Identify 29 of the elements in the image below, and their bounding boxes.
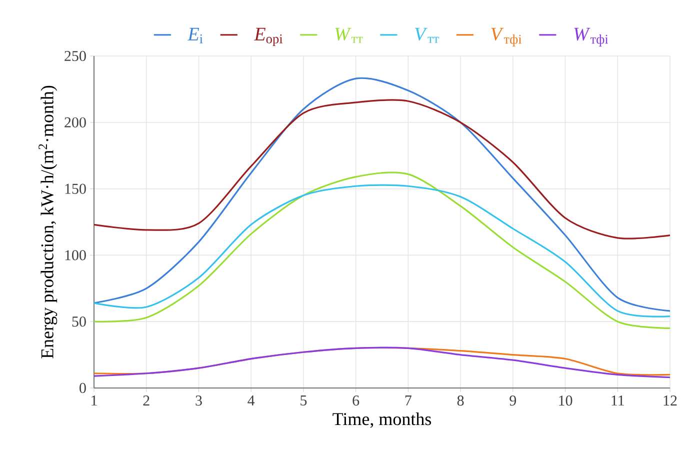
y-tick-label: 150: [65, 184, 86, 194]
x-tick-label: 6: [352, 396, 360, 406]
x-axis-title: Time, months: [332, 412, 432, 428]
x-tick-label: 11: [612, 396, 624, 406]
legend-label: E$_{opi}$: [254, 28, 283, 46]
y-axis-title: Energy production, kW·h/(m$^{2}$·month): [38, 86, 58, 358]
legend-label: W$_{тфi}$: [574, 28, 608, 46]
x-tick-label: 4: [248, 396, 255, 406]
y-tick-label: 200: [64, 117, 86, 128]
y-tick-label: 250: [64, 50, 86, 62]
legend-label: V$_{тфi}$: [491, 28, 522, 46]
y-tick-label: 100: [65, 250, 86, 260]
x-tick-label: 12: [664, 396, 677, 406]
x-tick-label: 5: [300, 396, 307, 406]
legend-label: E$_{i}$: [188, 28, 203, 44]
x-tick-label: 1: [92, 396, 97, 406]
y-tick-label: 0: [80, 382, 86, 394]
line-series: [94, 99, 670, 240]
x-tick-label: 8: [457, 396, 464, 406]
line-series: [94, 77, 670, 312]
legend-label: V$_{тт}$: [415, 28, 439, 43]
x-tick-label: 2: [143, 396, 150, 406]
legend-label: W$_{тт}$: [335, 28, 363, 43]
y-tick-label: 50: [72, 316, 86, 327]
line-series: [94, 184, 670, 318]
x-tick-label: 7: [405, 396, 412, 406]
x-tick-label: 9: [510, 396, 516, 406]
x-tick-label: 3: [196, 396, 202, 406]
x-tick-label: 10: [559, 396, 572, 406]
